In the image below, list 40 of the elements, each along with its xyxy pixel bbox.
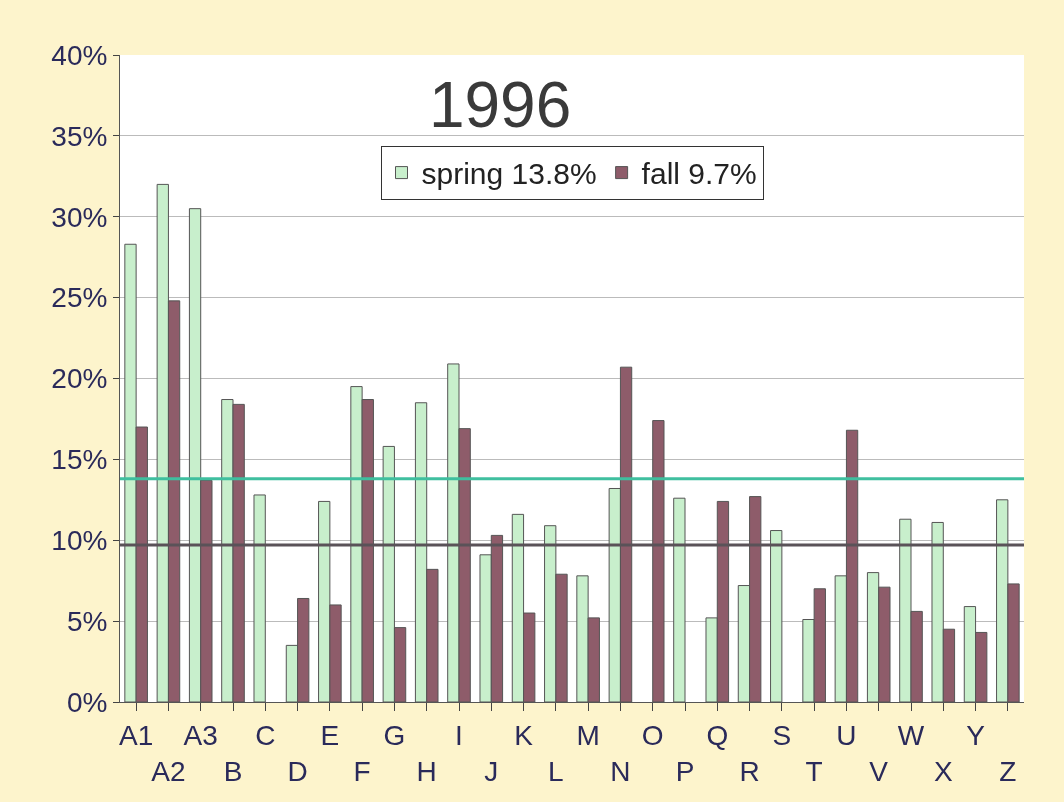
y-tick-label: 0% [66, 686, 108, 718]
x-tick-label: Z [999, 756, 1017, 787]
x-tick-label: R [739, 756, 760, 787]
x-tick-label: A2 [151, 756, 186, 787]
x-tick-label: L [548, 756, 564, 787]
x-tick-label: M [576, 719, 600, 751]
x-tick-label: G [383, 719, 406, 751]
x-tick-label: S [772, 719, 792, 751]
x-tick-label: Q [706, 719, 729, 751]
x-tick-label: O [641, 719, 664, 751]
x-tick-label: J [484, 756, 499, 787]
y-tick-label: 15% [51, 444, 108, 476]
x-tick-label: E [320, 719, 340, 751]
x-tick-label: I [455, 719, 463, 751]
x-tick-label: A3 [183, 719, 218, 751]
x-tick-label: P [675, 756, 695, 787]
y-tick-label: 35% [51, 120, 108, 152]
x-tick-label: K [514, 719, 534, 751]
x-tick-label: F [353, 756, 371, 787]
x-tick-label: W [897, 719, 925, 751]
y-tick-label: 5% [66, 605, 108, 637]
x-tick-label: N [610, 756, 631, 787]
x-tick-label: X [933, 756, 953, 787]
x-tick-label: D [287, 756, 308, 787]
x-tick-label: B [223, 756, 243, 787]
x-tick-label: T [805, 756, 823, 787]
x-tick-label: H [416, 756, 437, 787]
chart-title: 1996 [428, 68, 572, 141]
x-tick-label: Y [966, 719, 986, 751]
y-tick-label: 25% [51, 282, 108, 314]
y-tick-label: 10% [51, 525, 108, 557]
x-tick-label: A1 [119, 719, 154, 751]
y-tick-label: 30% [51, 201, 108, 233]
x-tick-label: C [255, 719, 276, 751]
y-tick-label: 40% [51, 39, 108, 71]
legend-label: fall 9.7% [641, 157, 757, 191]
x-tick-label: V [869, 756, 889, 787]
y-tick-label: 20% [51, 363, 108, 395]
legend-label: spring 13.8% [421, 157, 597, 191]
x-tick-label: U [836, 719, 857, 751]
